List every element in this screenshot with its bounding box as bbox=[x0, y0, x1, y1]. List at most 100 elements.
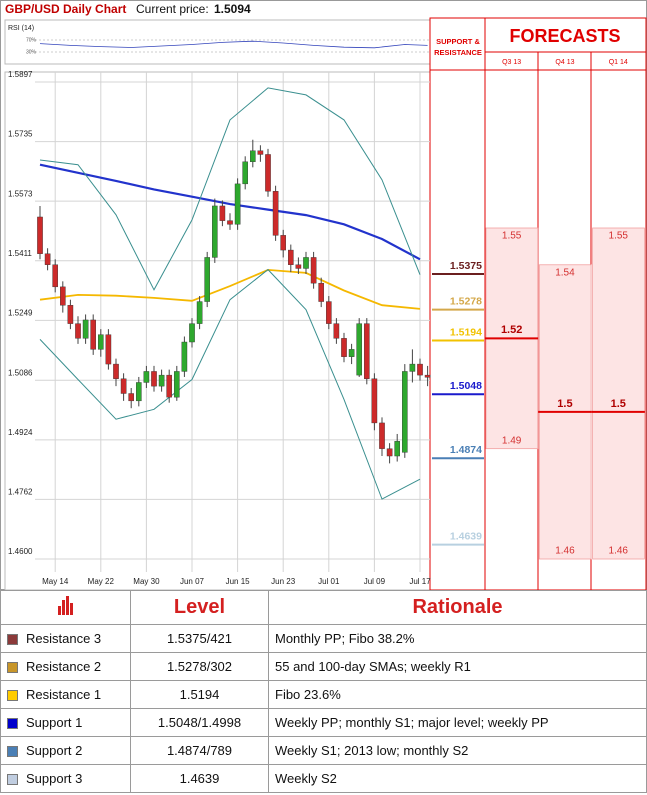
swatch bbox=[7, 718, 18, 730]
table-cell: Resistance 1 bbox=[0, 680, 131, 709]
x-tick-label: May 14 bbox=[42, 577, 69, 586]
table-row: Resistance 2 1.5278/302 55 and 100-day SMA… bbox=[0, 652, 647, 681]
candle-body bbox=[37, 216, 43, 254]
table-row: Resistance 1 1.5194 Fibo 23.6% bbox=[0, 680, 647, 709]
candle-body bbox=[189, 323, 195, 343]
table-cell: 1.4639 bbox=[130, 764, 269, 793]
y-tick-label: 1.5573 bbox=[8, 189, 33, 198]
cell-text: Support 1 bbox=[26, 715, 83, 730]
x-tick-label: Jun 07 bbox=[180, 577, 205, 586]
rsi-line bbox=[39, 40, 428, 49]
candle-body bbox=[341, 338, 347, 357]
candle-body bbox=[44, 253, 51, 265]
table-cell: 55 and 100-day SMAs; weekly R1 bbox=[268, 652, 647, 681]
candle-body bbox=[227, 220, 233, 225]
forecast-low: 1.46 bbox=[555, 546, 575, 557]
rsi-tick-label: 30% bbox=[26, 49, 37, 55]
candle-body bbox=[105, 334, 112, 365]
forecasts-title: FORECASTS bbox=[509, 26, 620, 46]
candle-body bbox=[166, 374, 173, 398]
candle-body bbox=[348, 349, 355, 357]
candle-body bbox=[113, 363, 119, 379]
candle-body bbox=[394, 441, 401, 457]
cell-text: Weekly S1; 2013 low; monthly S2 bbox=[275, 743, 469, 758]
table-cell: 1.5278/302 bbox=[130, 652, 269, 681]
chart-title: GBP/USD Daily Chart bbox=[5, 2, 126, 16]
header-icon bbox=[0, 590, 131, 625]
candle-body bbox=[242, 161, 249, 185]
x-tick-label: Jun 15 bbox=[226, 577, 251, 586]
table-area: Level Rationale Resistance 3 1.5375/421 Mo… bbox=[0, 590, 647, 795]
table-row: Resistance 3 1.5375/421 Monthly PP; Fibo 3… bbox=[0, 624, 647, 653]
overlay-line bbox=[39, 163, 421, 261]
cell-text: 1.5278/302 bbox=[166, 659, 233, 674]
table-cell: Resistance 2 bbox=[0, 652, 131, 681]
candle-body bbox=[257, 150, 264, 155]
candle-body bbox=[310, 257, 317, 284]
x-tick-label: May 30 bbox=[133, 577, 160, 586]
candle-body bbox=[219, 205, 226, 221]
y-tick-label: 1.4762 bbox=[8, 488, 33, 497]
candle-body bbox=[402, 371, 408, 453]
candle-body bbox=[409, 363, 416, 372]
y-tick-label: 1.4924 bbox=[8, 428, 33, 437]
cell-text: 1.5375/421 bbox=[166, 631, 233, 646]
cell-text: Weekly PP; monthly S1; major level; week… bbox=[275, 715, 549, 730]
candle-body bbox=[295, 264, 302, 269]
candle-body bbox=[364, 323, 370, 379]
cell-text: Monthly PP; Fibo 38.2% bbox=[275, 631, 415, 646]
candle-body bbox=[173, 371, 180, 398]
forecast-low: 1.49 bbox=[502, 435, 522, 446]
table-cell: Fibo 23.6% bbox=[268, 680, 647, 709]
table-cell: Weekly S1; 2013 low; monthly S2 bbox=[268, 736, 647, 765]
table-cell: Support 2 bbox=[0, 736, 131, 765]
y-tick-label: 1.5411 bbox=[8, 249, 32, 258]
forecast-high: 1.55 bbox=[502, 231, 522, 242]
overlay-line bbox=[39, 87, 421, 291]
forecast-mid-label: 1.5 bbox=[611, 398, 626, 410]
period-label: Q4 13 bbox=[555, 59, 574, 66]
candle-body bbox=[67, 305, 74, 324]
candle-body bbox=[158, 374, 165, 387]
forecast-mid-label: 1.52 bbox=[501, 324, 522, 336]
candle-body bbox=[128, 393, 135, 402]
levels-title: SUPPORT & bbox=[436, 37, 480, 46]
table-cell: 1.4874/789 bbox=[130, 736, 269, 765]
table-row: Support 2 1.4874/789 Weekly S1; 2013 low; … bbox=[0, 736, 647, 765]
table-cell: Weekly S2 bbox=[268, 764, 647, 793]
table-row: Support 1 1.5048/1.4998 Weekly PP; monthly… bbox=[0, 708, 647, 737]
candle-body bbox=[272, 191, 279, 236]
forecast-mid-label: 1.5 bbox=[557, 398, 572, 410]
candle-body bbox=[135, 382, 142, 402]
candle-body bbox=[196, 301, 203, 324]
swatch bbox=[7, 774, 18, 786]
candle-body bbox=[386, 448, 393, 457]
candle-body bbox=[204, 257, 211, 302]
forecast-high: 1.54 bbox=[555, 267, 575, 278]
cell-text: 1.4639 bbox=[179, 771, 220, 786]
candle-body bbox=[82, 319, 89, 339]
cell-text: Support 2 bbox=[26, 743, 83, 758]
forecast-low: 1.46 bbox=[609, 546, 629, 557]
level-label: 1.5048 bbox=[450, 380, 482, 392]
forecast-range bbox=[592, 227, 645, 560]
cell-text: 1.5048/1.4998 bbox=[157, 715, 242, 730]
candle-body bbox=[280, 235, 287, 251]
cell-text: Support 3 bbox=[26, 771, 83, 786]
rsi-title: RSI (14) bbox=[8, 25, 34, 32]
level-label: 1.4639 bbox=[450, 530, 482, 542]
cell-text: 55 and 100-day SMAs; weekly R1 bbox=[275, 659, 471, 674]
cell-text: Resistance 2 bbox=[26, 659, 102, 674]
bar-icon bbox=[57, 595, 73, 615]
candle-body bbox=[424, 374, 431, 378]
price-label: Current price: bbox=[136, 2, 209, 16]
cell-text: Fibo 23.6% bbox=[275, 687, 341, 702]
chart: GBP/USD Daily Chart Current price: 1.509… bbox=[0, 0, 647, 590]
overlay-line bbox=[39, 268, 421, 500]
x-tick-label: Jul 01 bbox=[318, 577, 340, 586]
x-tick-label: Jul 17 bbox=[409, 577, 431, 586]
overlay-line bbox=[39, 268, 421, 310]
swatch bbox=[7, 634, 18, 646]
table-cell: 1.5194 bbox=[130, 680, 269, 709]
